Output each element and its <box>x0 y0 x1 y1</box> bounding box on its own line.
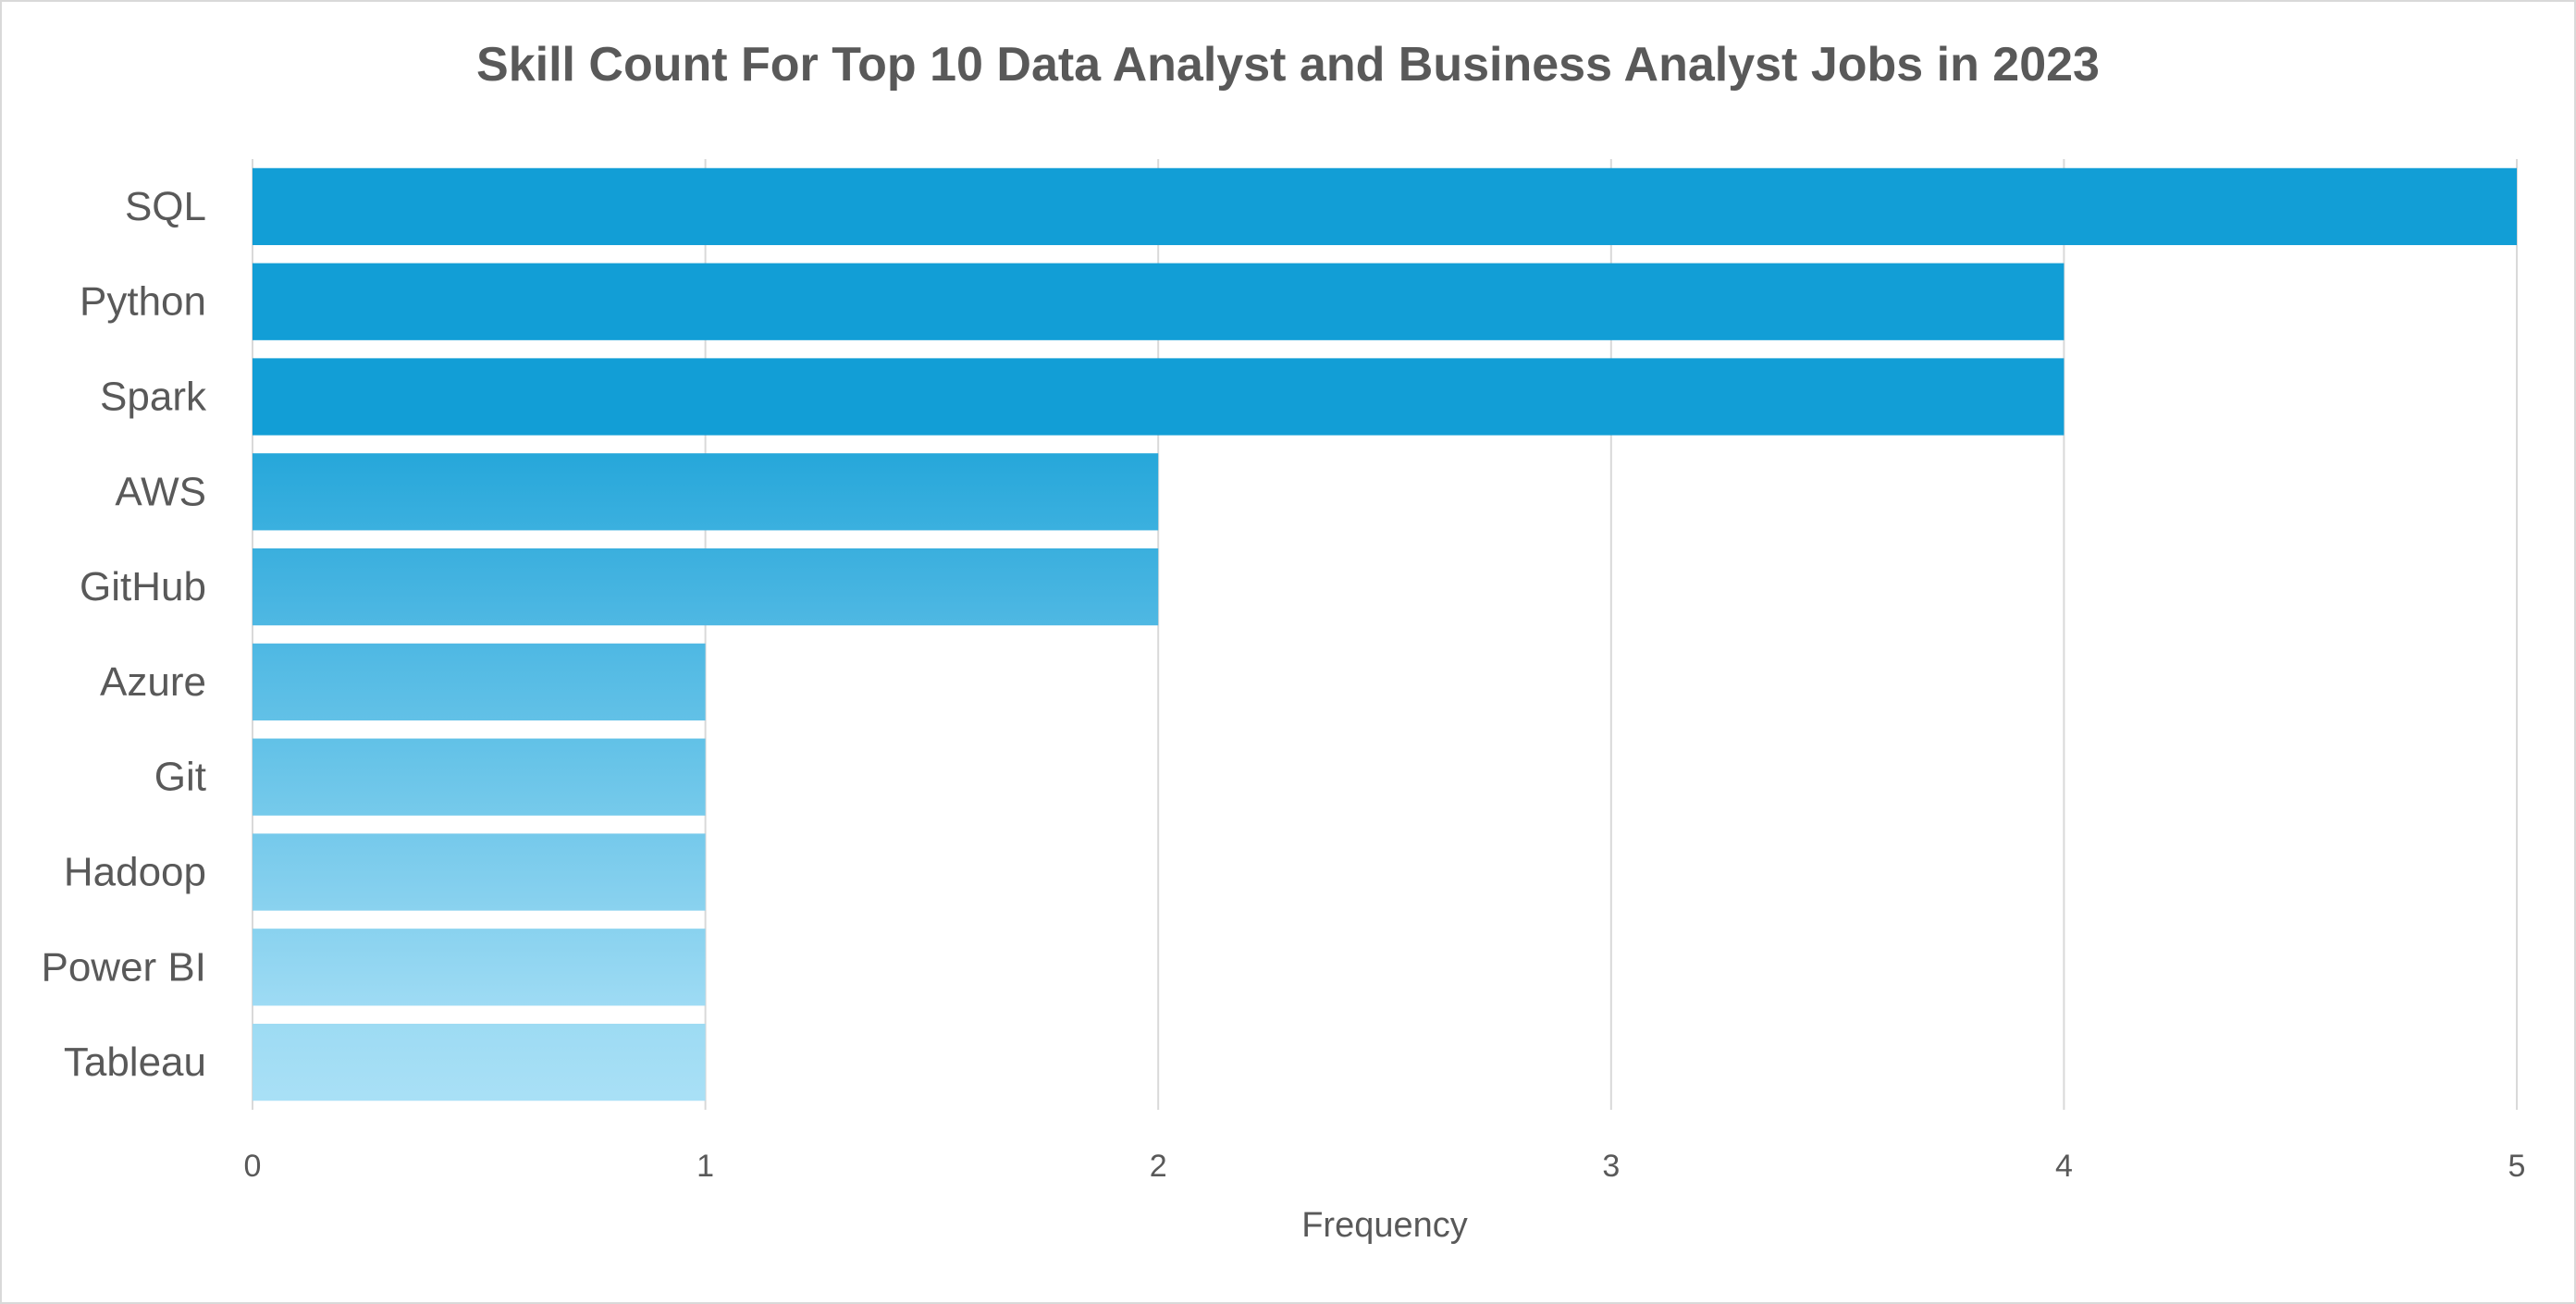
category-label-github: GitHub <box>80 564 206 609</box>
category-label-aws: AWS <box>115 469 206 514</box>
x-axis-title: Frequency <box>1301 1206 1468 1245</box>
x-tick-label-1: 1 <box>696 1149 714 1184</box>
category-label-spark: Spark <box>100 375 207 420</box>
bar-spark <box>253 358 2064 436</box>
category-label-git: Git <box>154 755 206 800</box>
bar-python <box>253 263 2064 340</box>
x-tick-label-4: 4 <box>2055 1149 2073 1184</box>
bar-azure <box>253 643 706 721</box>
bar-tableau <box>253 1023 706 1101</box>
x-tick-label-2: 2 <box>1150 1149 1167 1184</box>
chart-title: Skill Count For Top 10 Data Analyst and … <box>476 38 2100 92</box>
category-label-hadoop: Hadoop <box>64 850 206 895</box>
bar-power-bi <box>253 929 706 1006</box>
bar-hadoop <box>253 833 706 911</box>
bar-aws <box>253 453 1159 531</box>
category-label-tableau: Tableau <box>64 1040 206 1085</box>
bar-sql <box>253 167 2517 246</box>
category-label-azure: Azure <box>100 659 206 705</box>
x-tick-label-5: 5 <box>2508 1149 2526 1184</box>
x-tick-labels: 0 1 2 3 4 5 <box>244 1149 2526 1184</box>
bar-git <box>253 738 706 816</box>
category-label-power-bi: Power BI <box>41 944 206 990</box>
category-label-sql: SQL <box>125 184 206 229</box>
bar-github <box>253 547 1159 626</box>
x-tick-label-3: 3 <box>1602 1149 1620 1184</box>
category-label-python: Python <box>80 279 206 325</box>
bars <box>253 167 2517 1101</box>
category-labels: SQL Python Spark AWS GitHub Azure Git Hadoop Pow… <box>41 184 207 1085</box>
x-tick-label-0: 0 <box>244 1149 262 1184</box>
